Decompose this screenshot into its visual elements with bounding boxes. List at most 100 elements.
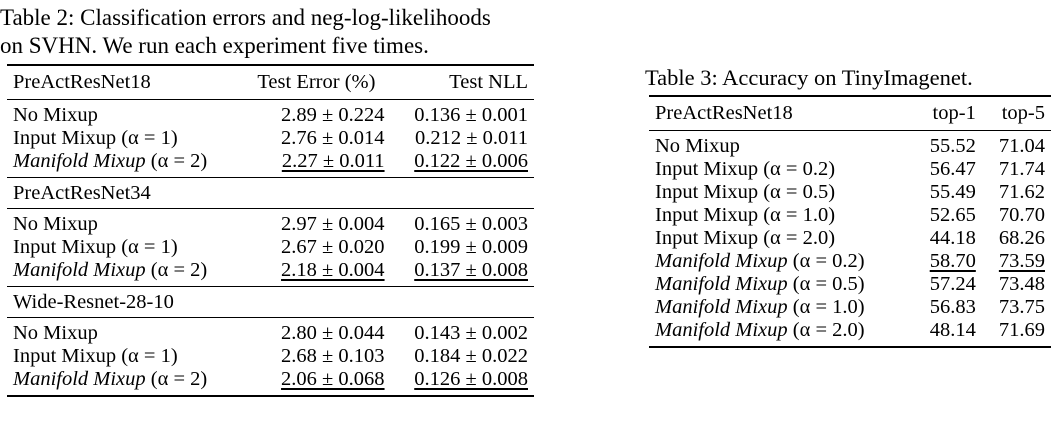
- nll-cell: 0.184 ± 0.022: [414, 345, 528, 367]
- table-3-caption: Table 3: Accuracy on TinyImagenet.: [645, 65, 973, 90]
- method-rest: (α = 2): [145, 259, 208, 281]
- top5-cell: 70.70: [998, 204, 1045, 226]
- table-row: Manifold Mixup (α = 0.2) 58.70 73.59: [649, 250, 1051, 273]
- method-cell: Manifold Mixup (α = 0.2): [649, 250, 913, 273]
- table-2-group-row: Wide-Resnet-28-10: [7, 286, 534, 318]
- table-row: No Mixup 2.80 ± 0.044 0.143 ± 0.002: [7, 317, 534, 345]
- top5-cell: 73.75: [998, 296, 1045, 318]
- table-row: Manifold Mixup (α = 0.5) 57.24 73.48: [649, 273, 1051, 296]
- best-nll: 0.126 ± 0.008: [414, 368, 528, 390]
- method-cell: Input Mixup (α = 1.0): [655, 204, 836, 226]
- top5-cell: 71.62: [998, 181, 1045, 203]
- table-2-group-row: PreActResNet34: [7, 177, 534, 209]
- table-2-caption-line-2: on SVHN. We run each experiment five tim…: [0, 33, 429, 58]
- top1-cell: 44.18: [929, 227, 976, 249]
- err-cell: 2.89 ± 0.224: [242, 99, 391, 127]
- top5-cell: 71.04: [981, 130, 1051, 158]
- top1-cell: 52.65: [929, 204, 976, 226]
- top5-cell: 73.59: [982, 250, 1051, 273]
- nll-cell: 0.137 ± 0.008: [391, 259, 534, 287]
- group-1-name: PreActResNet34: [7, 177, 243, 209]
- top5-cell: 71.69: [981, 319, 1051, 348]
- table-row: No Mixup 2.89 ± 0.224 0.136 ± 0.001: [7, 99, 534, 127]
- method-italic: Manifold Mixup: [655, 319, 788, 341]
- table-2-header-row: PreActResNet18 Test Error (%) Test NLL: [7, 64, 534, 100]
- method-cell: Input Mixup (α = 2.0): [655, 227, 836, 249]
- method-cell: Manifold Mixup (α = 1.0): [649, 296, 913, 319]
- err-cell: 2.67 ± 0.020: [281, 236, 385, 258]
- col-test-error: Test Error (%): [242, 64, 391, 100]
- model-name: PreActResNet18: [649, 95, 913, 131]
- top1-cell: 56.47: [929, 158, 976, 180]
- method-cell: No Mixup: [7, 208, 243, 236]
- table-3-grid: PreActResNet18 top-1 top-5 No Mixup 55.5…: [649, 95, 1051, 348]
- top1-cell: 55.52: [912, 130, 982, 158]
- table-row: Input Mixup (α = 1) 2.67 ± 0.020 0.199 ±…: [7, 236, 534, 259]
- table-2-grid: PreActResNet18 Test Error (%) Test NLL N…: [7, 64, 534, 397]
- nll-cell: 0.199 ± 0.009: [414, 236, 528, 258]
- nll-cell: 0.126 ± 0.008: [390, 368, 534, 397]
- table-3-header-row: PreActResNet18 top-1 top-5: [649, 95, 1051, 131]
- top1-cell: 57.24: [929, 273, 976, 295]
- col-top5: top-5: [981, 95, 1051, 131]
- method-italic: Manifold Mixup: [13, 368, 146, 390]
- method-rest: (α = 2.0): [787, 319, 865, 341]
- method-rest: (α = 2): [145, 368, 208, 390]
- method-cell: Manifold Mixup (α = 2.0): [649, 319, 913, 348]
- table-2: Table 2: Classification errors and neg-l…: [0, 0, 545, 397]
- top5-cell: 71.74: [998, 158, 1045, 180]
- method-rest: (α = 2): [145, 150, 208, 172]
- method-italic: Manifold Mixup: [13, 259, 146, 281]
- method-italic: Manifold Mixup: [655, 296, 788, 318]
- err-cell: 2.27 ± 0.011: [242, 150, 390, 178]
- method-cell: Input Mixup (α = 1): [13, 127, 178, 149]
- method-cell: No Mixup: [7, 99, 243, 127]
- method-cell: No Mixup: [7, 317, 243, 345]
- table-row: No Mixup 2.97 ± 0.004 0.165 ± 0.003: [7, 208, 534, 236]
- table-2-caption-line-1: Table 2: Classification errors and neg-l…: [0, 5, 491, 30]
- table-row: Manifold Mixup (α = 2) 2.27 ± 0.011 0.12…: [7, 150, 534, 178]
- table-row: Input Mixup (α = 2.0) 44.18 68.26: [649, 227, 1051, 250]
- top5-cell: 68.26: [998, 227, 1045, 249]
- err-cell: 2.06 ± 0.068: [242, 368, 391, 397]
- table-3: Table 3: Accuracy on TinyImagenet. PreAc…: [645, 60, 1060, 348]
- err-cell: 2.18 ± 0.004: [242, 259, 390, 287]
- method-cell: No Mixup: [649, 130, 913, 158]
- best-err: 2.27 ± 0.011: [281, 150, 385, 172]
- best-err: 2.18 ± 0.004: [281, 259, 385, 281]
- method-italic: Manifold Mixup: [655, 273, 788, 295]
- top1-cell: 56.83: [929, 296, 976, 318]
- err-cell: 2.68 ± 0.103: [281, 345, 385, 367]
- table-row: Input Mixup (α = 0.5) 55.49 71.62: [649, 181, 1051, 204]
- method-cell: Manifold Mixup (α = 0.5): [649, 273, 913, 296]
- method-cell: Manifold Mixup (α = 2): [7, 150, 242, 178]
- table-row: No Mixup 55.52 71.04: [649, 130, 1051, 158]
- method-cell: Manifold Mixup (α = 2): [7, 368, 243, 397]
- method-cell: Input Mixup (α = 0.5): [655, 181, 836, 203]
- nll-cell: 0.212 ± 0.011: [415, 127, 528, 149]
- table-row: Manifold Mixup (α = 2) 2.06 ± 0.068 0.12…: [7, 368, 534, 397]
- err-cell: 2.80 ± 0.044: [242, 317, 391, 345]
- top1-cell: 48.14: [912, 319, 982, 348]
- table-row: Manifold Mixup (α = 2.0) 48.14 71.69: [649, 319, 1051, 348]
- best-nll: 0.137 ± 0.008: [414, 259, 528, 281]
- nll-cell: 0.122 ± 0.006: [391, 150, 534, 178]
- method-cell: Manifold Mixup (α = 2): [7, 259, 242, 287]
- method-cell: Input Mixup (α = 1): [13, 236, 178, 258]
- nll-cell: 0.136 ± 0.001: [390, 99, 534, 127]
- top5-cell: 73.48: [998, 273, 1045, 295]
- group-0-name: PreActResNet18: [7, 64, 243, 100]
- err-cell: 2.76 ± 0.014: [281, 127, 385, 149]
- top1-cell: 55.49: [929, 181, 976, 203]
- method-rest: (α = 1.0): [787, 296, 865, 318]
- table-row: Manifold Mixup (α = 2) 2.18 ± 0.004 0.13…: [7, 259, 534, 287]
- table-row: Input Mixup (α = 1.0) 52.65 70.70: [649, 204, 1051, 227]
- err-cell: 2.97 ± 0.004: [242, 208, 391, 236]
- method-rest: (α = 0.5): [787, 273, 865, 295]
- method-italic: Manifold Mixup: [13, 150, 146, 172]
- method-italic: Manifold Mixup: [655, 250, 788, 272]
- nll-cell: 0.165 ± 0.003: [390, 208, 534, 236]
- top1-cell: 58.70: [913, 250, 982, 273]
- table-row: Manifold Mixup (α = 1.0) 56.83 73.75: [649, 296, 1051, 319]
- group-2-name: Wide-Resnet-28-10: [7, 286, 243, 318]
